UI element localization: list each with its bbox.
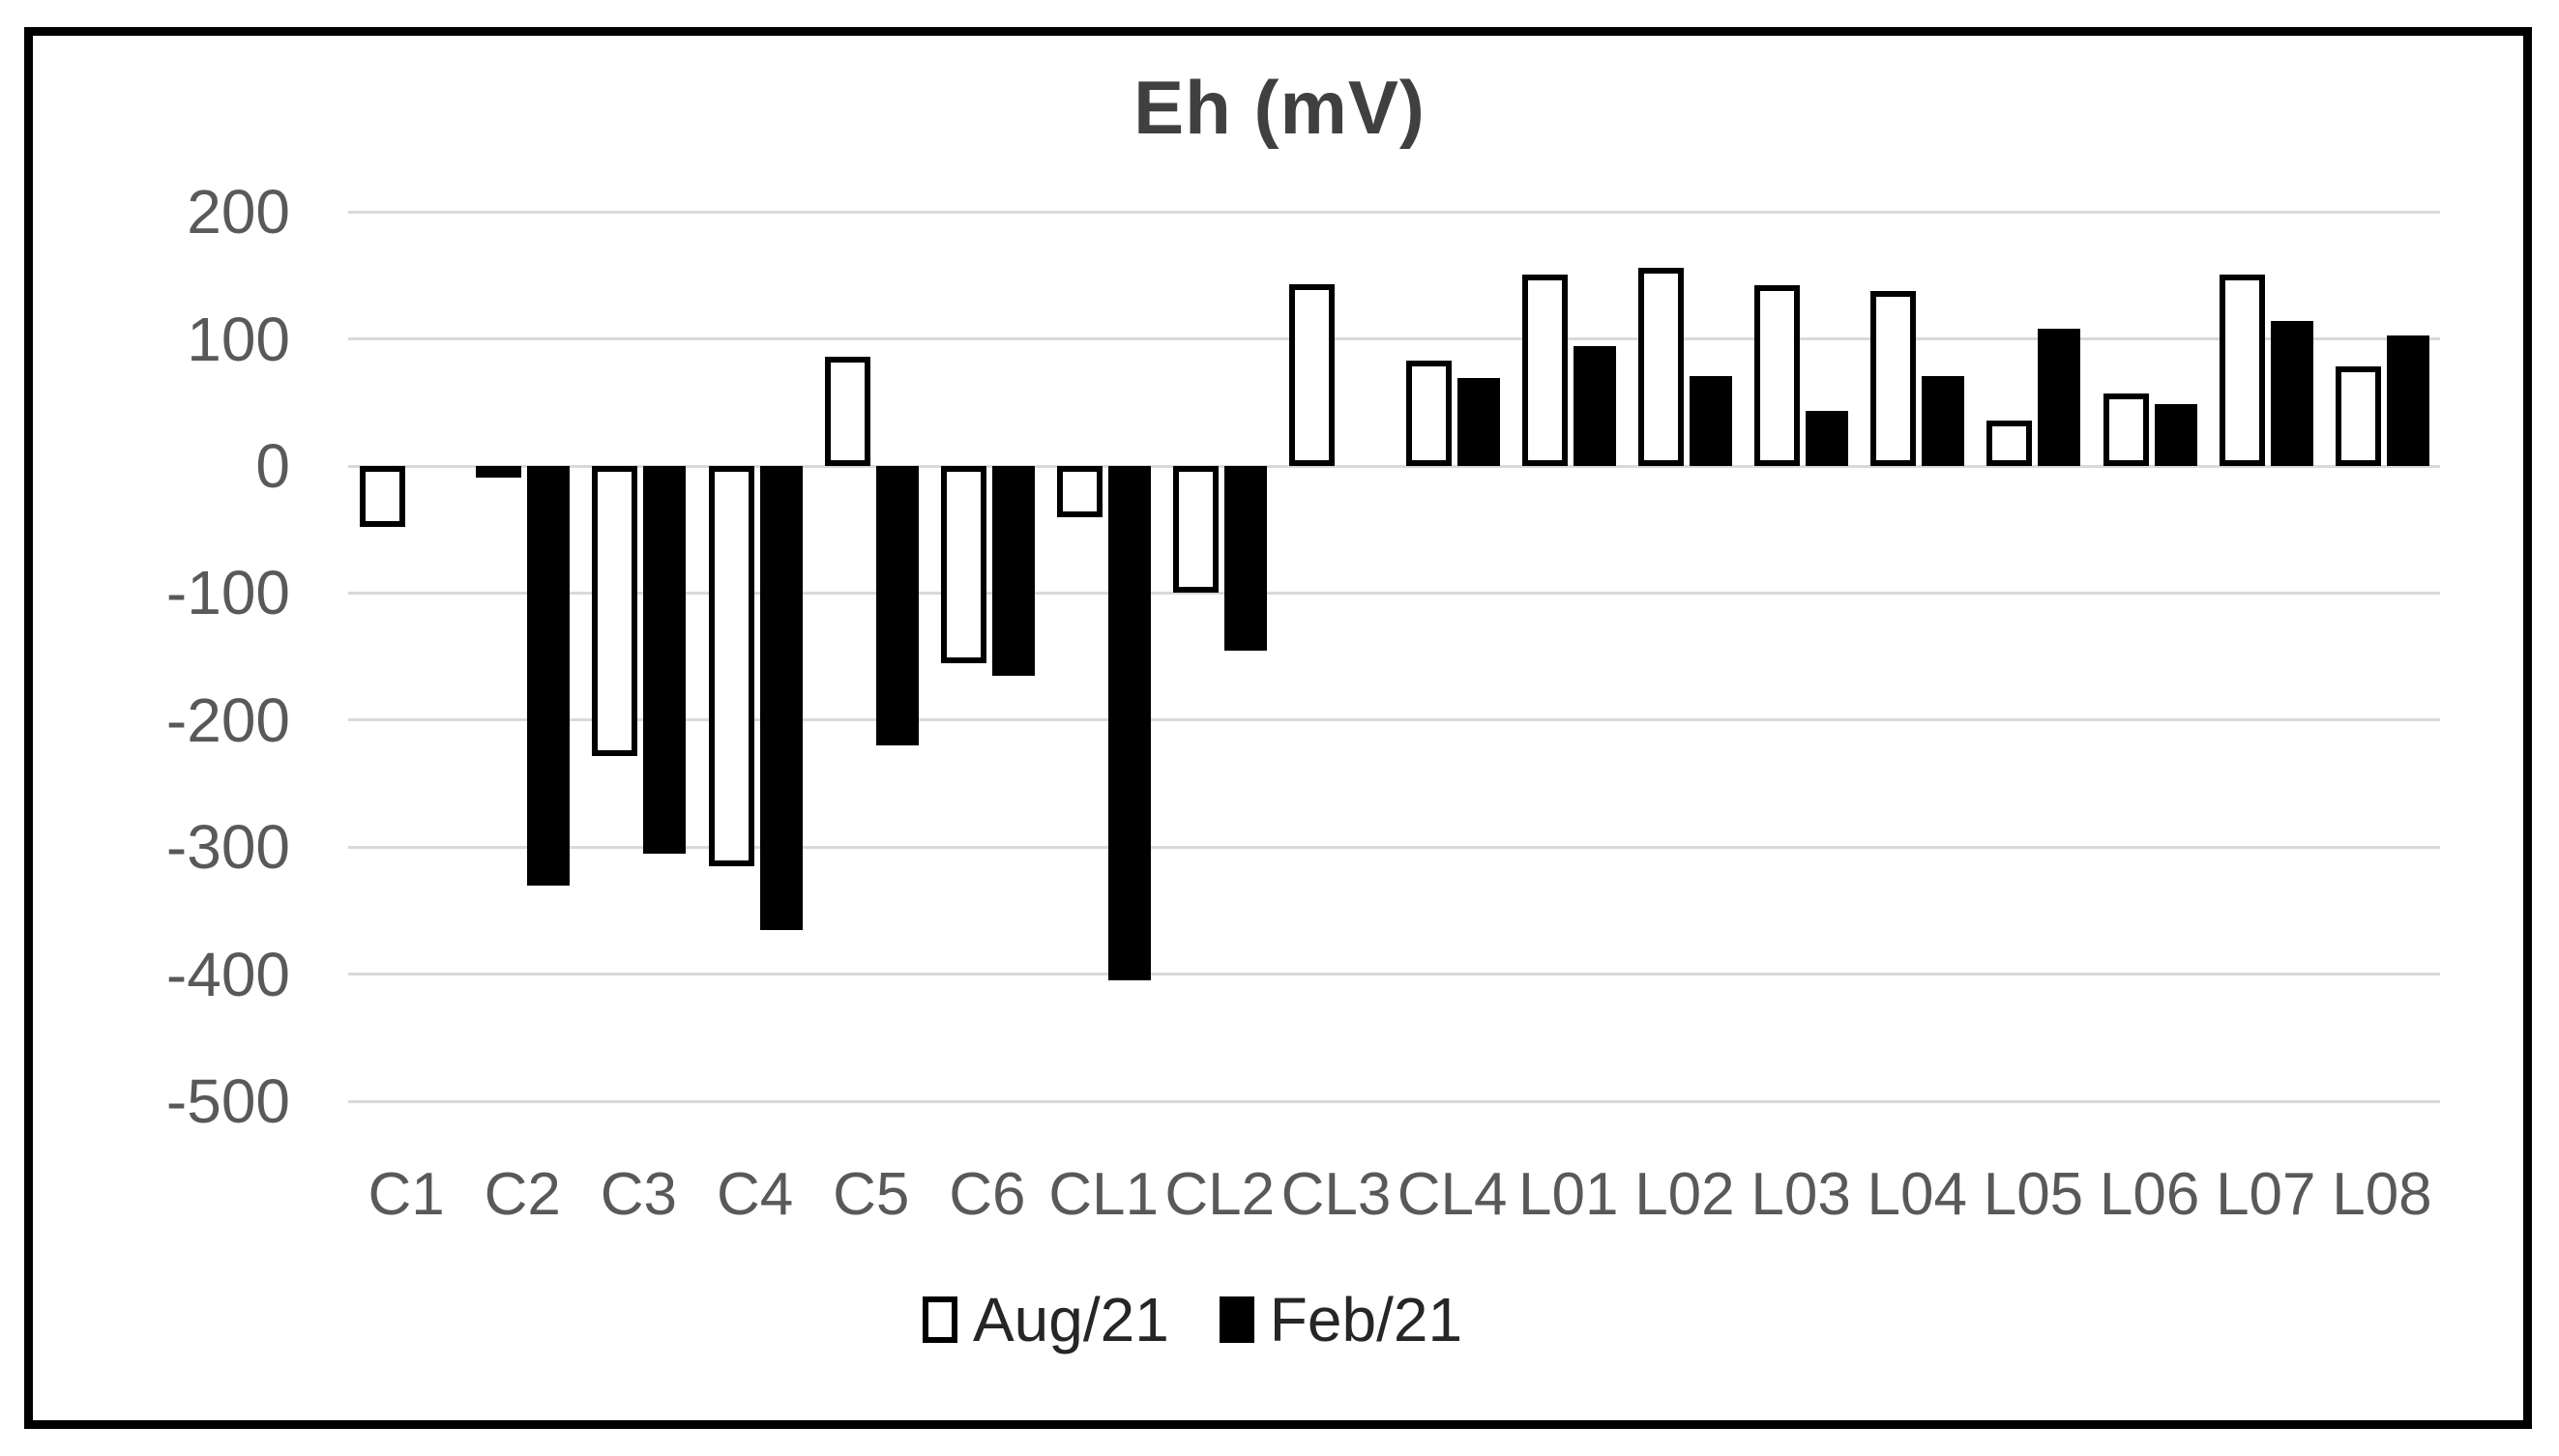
y-tick-label: -100 [165,558,290,628]
y-tick-label: 0 [255,431,290,501]
bar-feb21-C6 [991,466,1035,676]
legend-label: Feb/21 [1269,1285,1463,1354]
gridline--200 [348,718,2440,722]
bar-aug21-L07 [2219,274,2265,466]
x-tick-label-L08: L08 [2332,1161,2432,1228]
bar-feb21-L04 [1922,375,1965,466]
x-tick-label-C5: C5 [833,1161,910,1228]
legend-swatch-aug21 [922,1296,957,1343]
y-tick-label: -300 [165,812,290,883]
x-tick-label-C6: C6 [949,1161,1026,1228]
bar-feb21-C2 [527,466,571,886]
gridline-100 [348,337,2440,341]
bar-aug21-CL2 [1173,466,1220,594]
bar-aug21-C2 [476,466,522,478]
x-tick-label-C4: C4 [716,1161,794,1228]
x-tick-label-L03: L03 [1750,1161,1851,1228]
chart-title: Eh (mV) [1133,65,1426,150]
bar-aug21-C5 [824,356,870,466]
legend-item-feb21: Feb/21 [1219,1284,1463,1355]
bar-aug21-L03 [1754,285,1801,466]
bar-aug21-L05 [1986,420,2033,466]
x-tick-label-L07: L07 [2216,1161,2316,1228]
legend-item-aug21: Aug/21 [922,1284,1169,1355]
bar-feb21-L08 [2386,335,2429,466]
y-tick-label: 200 [187,177,290,248]
bar-aug21-CL4 [1405,360,1452,466]
legend: Aug/21 Feb/21 [0,1284,2472,1355]
bar-feb21-C4 [759,466,803,930]
x-tick-label-CL3: CL3 [1280,1161,1392,1228]
bar-aug21-L01 [1521,274,1568,466]
bar-feb21-CL2 [1224,466,1268,651]
y-tick-label: -500 [165,1066,290,1137]
gridline--500 [348,1099,2440,1103]
x-tick-label-C2: C2 [484,1161,561,1228]
gridline--100 [348,591,2440,595]
bar-aug21-L02 [1637,267,1684,466]
bar-feb21-C3 [643,466,687,854]
legend-label: Aug/21 [972,1285,1169,1354]
y-tick-label: -400 [165,939,290,1009]
y-tick-label: -200 [165,684,290,755]
x-tick-label-CL1: CL1 [1048,1161,1159,1228]
bar-feb21-L07 [2270,321,2313,466]
gridline-0 [348,464,2440,468]
bar-aug21-L08 [2335,366,2381,466]
x-tick-label-C1: C1 [368,1161,445,1228]
bar-aug21-C3 [592,466,638,756]
x-tick-label-L01: L01 [1518,1161,1619,1228]
x-tick-label-CL4: CL4 [1397,1161,1508,1228]
bar-aug21-L06 [2103,393,2149,466]
bar-feb21-CL4 [1456,378,1500,466]
figure-border [24,27,2532,1429]
x-tick-label-L06: L06 [2099,1161,2200,1228]
bar-feb21-L01 [1573,346,1616,466]
bar-aug21-C4 [708,466,754,867]
bar-feb21-L02 [1689,375,1732,466]
bar-aug21-CL1 [1057,466,1103,517]
legend-swatch-feb21 [1219,1296,1254,1343]
bar-feb21-C5 [875,466,919,746]
y-tick-label: 100 [187,304,290,374]
gridline-200 [348,210,2440,214]
bar-aug21-C6 [940,466,986,663]
gridline--300 [348,845,2440,849]
gridline--400 [348,973,2440,976]
bar-feb21-L05 [2038,329,2081,466]
x-tick-label-C3: C3 [600,1161,678,1228]
bar-aug21-CL3 [1289,284,1336,466]
x-tick-label-L05: L05 [1983,1161,2084,1228]
x-tick-label-L02: L02 [1634,1161,1735,1228]
x-tick-label-CL2: CL2 [1164,1161,1276,1228]
bar-aug21-C1 [360,466,405,528]
bar-feb21-L03 [1806,411,1849,466]
bar-feb21-L06 [2154,403,2197,466]
bar-aug21-L04 [1870,290,1917,466]
bar-feb21-CL1 [1108,466,1152,981]
x-tick-label-L04: L04 [1867,1161,1967,1228]
